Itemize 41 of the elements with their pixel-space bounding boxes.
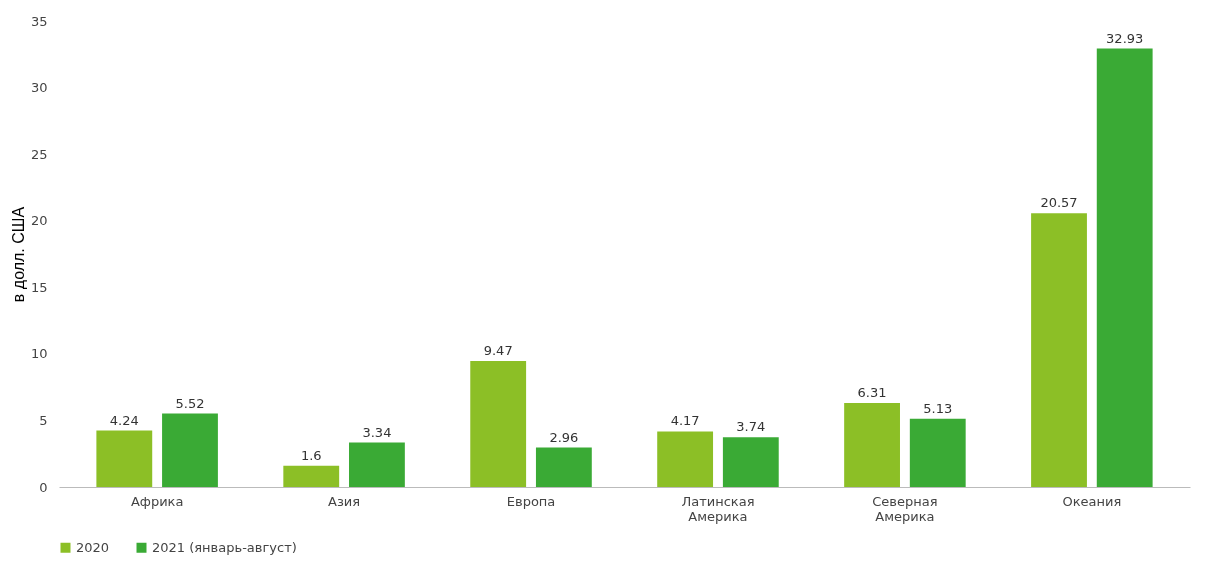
x-tick-label: Океания <box>1062 493 1122 509</box>
bar <box>283 465 340 487</box>
y-tick-label: 0 <box>39 479 48 495</box>
data-label: 5.52 <box>175 395 205 411</box>
data-label: 3.34 <box>362 424 392 440</box>
bar <box>657 431 714 487</box>
bar <box>1031 213 1087 487</box>
bar <box>470 360 527 487</box>
legend-label: 2020 <box>76 539 110 555</box>
bar <box>1096 48 1153 487</box>
x-tick-label: Северная Америка <box>872 493 938 524</box>
data-label: 20.57 <box>1040 195 1078 211</box>
y-tick-label: 15 <box>30 279 48 295</box>
x-tick-label: Латинская Америка <box>681 493 755 524</box>
data-label: 9.47 <box>483 342 513 358</box>
bar <box>722 437 779 487</box>
x-tick-label: Азия <box>328 493 361 509</box>
data-label: 2.96 <box>549 429 579 445</box>
legend-label: 2021 (январь-август) <box>152 539 297 555</box>
x-tick-label: Африка <box>130 493 184 509</box>
y-tick-label: 35 <box>30 13 48 29</box>
data-label: 4.24 <box>109 412 139 428</box>
bar <box>844 402 900 487</box>
data-label: 1.6 <box>300 447 322 463</box>
data-label: 3.74 <box>736 419 766 435</box>
bar <box>96 430 153 487</box>
data-label: 5.13 <box>923 400 953 416</box>
y-tick-label: 25 <box>30 146 48 162</box>
data-label: 32.93 <box>1106 30 1144 46</box>
y-tick-label: 5 <box>39 412 48 428</box>
bar <box>349 442 405 487</box>
y-tick-label: 20 <box>30 213 48 229</box>
bar <box>535 447 592 487</box>
data-label: 6.31 <box>857 384 887 400</box>
x-tick-label: Европа <box>506 493 556 509</box>
data-label: 4.17 <box>670 413 700 429</box>
bar <box>162 413 218 487</box>
y-tick-label: 10 <box>30 346 48 362</box>
bar <box>909 418 966 487</box>
y-axis-title: в долл. США <box>9 206 27 303</box>
y-tick-label: 30 <box>30 80 48 96</box>
